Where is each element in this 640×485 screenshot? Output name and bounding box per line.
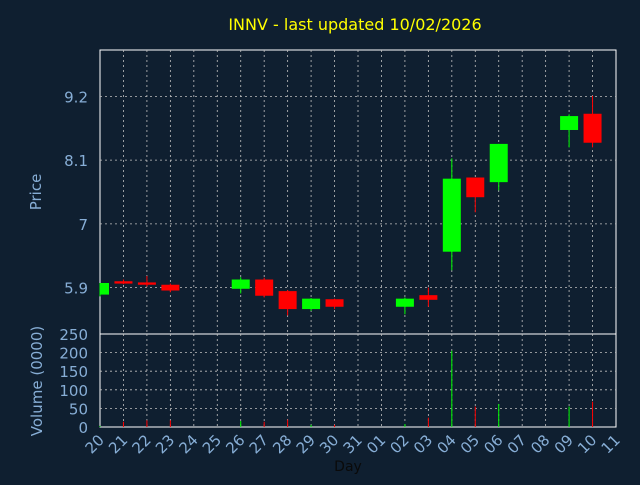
x-tick-label: 01 [363,431,389,457]
x-tick-label: 22 [129,431,155,457]
x-tick-label: 23 [152,431,178,457]
volume-tick-label: 250 [59,326,88,344]
candle-body [255,279,274,296]
x-axis-label: Day [334,459,362,475]
x-tick-label: 08 [527,431,553,457]
price-axis-label: Price [27,174,45,211]
price-tick-label: 7 [78,216,88,234]
x-tick-label: 07 [504,431,530,457]
candle-06 [489,143,508,191]
candle-body [583,113,602,143]
volume-bars [99,350,594,427]
candle-05 [466,177,485,213]
x-tick-label: 28 [269,431,295,457]
candle-02 [395,297,414,315]
x-tick-label: 10 [574,431,600,457]
price-grid [100,50,616,334]
price-tick-label: 8.1 [64,152,88,170]
x-tick-label: 27 [246,431,272,457]
candle-body [489,143,508,183]
chart-title: INNV - last updated 10/02/2026 [228,15,481,34]
candle-30 [325,298,344,310]
candle-09 [560,114,579,148]
candle-29 [302,298,321,311]
x-tick-label: 29 [293,431,319,457]
x-tick-label: 06 [480,431,506,457]
candle-04 [442,158,461,271]
candle-body [325,299,344,307]
candle-body [302,298,321,310]
x-tick-label: 26 [222,431,248,457]
candle-20 [99,282,109,297]
candle-body [231,279,250,289]
volume-tick-label: 150 [59,363,88,381]
x-tick-label: 31 [340,431,366,457]
volume-grid [100,334,616,427]
x-tick-label: 25 [199,431,225,457]
x-tick-label: 24 [175,431,201,457]
x-tick-label: 30 [316,431,342,457]
x-tick-label: 11 [598,431,624,457]
candle-body [442,178,461,252]
candle-26 [231,277,250,294]
candle-body [278,291,297,310]
x-tick-label: 04 [433,431,459,457]
candle-body [466,177,485,198]
candle-body [419,295,438,300]
candle-body [114,281,133,284]
candles [99,95,602,316]
volume-tick-label: 100 [59,382,88,400]
x-tick-label: 02 [387,431,413,457]
candle-body [100,282,109,295]
volume-axis-label: Volume (0000) [28,326,46,436]
x-tick-label: 09 [551,431,577,457]
price-tick-label: 9.2 [64,88,88,106]
candle-21 [114,279,133,285]
volume-tick-label: 0 [78,419,88,437]
candle-22 [137,276,156,287]
price-tick-label: 5.9 [64,280,88,298]
x-tick-label: 05 [457,431,483,457]
candle-body [395,298,414,307]
volume-tick-label: 200 [59,345,88,363]
candle-body [560,116,579,130]
volume-tick-label: 50 [69,400,88,418]
candle-body [161,284,180,291]
candle-23 [161,283,180,293]
candle-10 [583,95,602,148]
x-tick-label: 03 [410,431,436,457]
price-y-ticks: 5.9 7 8.1 9.2 [64,88,88,297]
candle-27 [255,277,274,298]
x-ticks: 2021222324252627282930310102030405060708… [82,431,624,457]
candle-28 [278,289,297,316]
x-tick-label: 21 [105,431,131,457]
candle-body [137,282,156,285]
candle-03 [419,287,438,307]
